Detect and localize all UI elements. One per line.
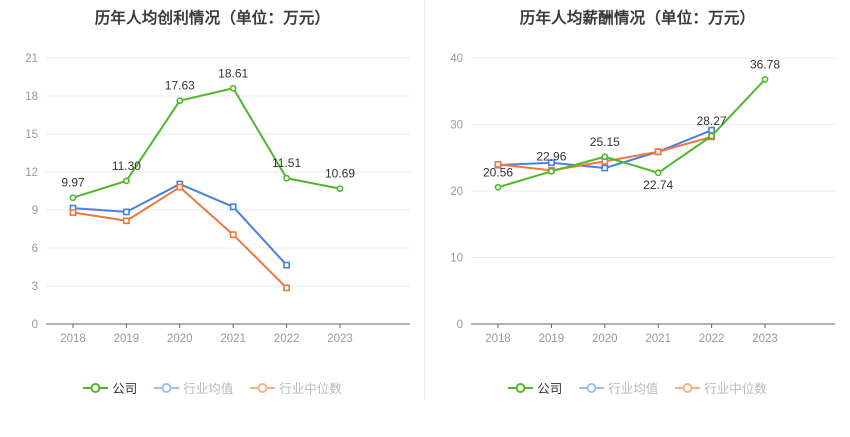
legend-line-marker-icon — [508, 382, 534, 393]
chart-plot-salary: 0 10 20 30 40 2018 2019 2020 2021 2022 2023 20.56 22… — [425, 0, 850, 370]
data-point — [69, 194, 77, 202]
legend-label-company-salary: 公司 — [537, 382, 563, 396]
data-value-label: 18.61 — [218, 66, 248, 80]
legend-line-marker-icon — [154, 382, 180, 393]
data-point — [229, 84, 237, 92]
data-point — [494, 161, 502, 168]
x-axis-tick-label: 2019 — [539, 333, 565, 345]
legend-item-industry-mean-salary[interactable]: 行业均值 — [579, 378, 658, 397]
y-axis-tick-label: 40 — [450, 53, 463, 65]
x-axis-tick-label: 2022 — [699, 333, 725, 345]
data-point — [601, 153, 609, 161]
data-value-label: 22.96 — [536, 149, 566, 163]
data-value-label: 11.30 — [112, 159, 141, 173]
data-value-label: 11.51 — [272, 156, 301, 170]
x-axis-tick-label: 2019 — [114, 333, 140, 345]
y-axis-tick-label: 9 — [32, 205, 38, 217]
data-point — [708, 132, 715, 140]
series-line-0 — [497, 78, 766, 189]
data-value-label: 36.78 — [750, 57, 780, 71]
data-point — [123, 217, 130, 225]
data-point — [548, 167, 555, 175]
series-line-0 — [72, 87, 341, 199]
data-point — [229, 203, 237, 211]
legend-item-industry-mean-profit[interactable]: 行业均值 — [154, 378, 233, 397]
legend-label-industry-mean-salary: 行业均值 — [608, 382, 659, 396]
data-value-label: 20.56 — [483, 165, 513, 179]
data-point — [123, 208, 130, 216]
line-chart-salary-svg: 0 10 20 30 40 2018 2019 2020 2021 2022 2023 20.56 22… — [450, 53, 835, 345]
legend-item-company-profit[interactable]: 公司 — [83, 378, 137, 397]
data-point — [336, 185, 344, 192]
data-point — [708, 126, 715, 134]
data-value-label: 22.74 — [643, 178, 673, 192]
y-axis-tick-label: 0 — [457, 319, 463, 331]
legend-label-company-profit: 公司 — [112, 382, 138, 396]
data-value-label: 17.63 — [165, 79, 195, 93]
y-axis-tick-label: 10 — [450, 253, 463, 265]
data-value-label: 25.15 — [590, 135, 620, 149]
legend-item-industry-median-profit[interactable]: 行业中位数 — [250, 378, 342, 397]
legend-line-marker-icon — [579, 382, 605, 393]
data-point — [283, 174, 290, 182]
x-axis-tick-label: 2018 — [60, 333, 86, 345]
x-axis-tick-label: 2023 — [752, 333, 778, 345]
data-value-label: 28.27 — [697, 114, 727, 128]
data-point — [494, 183, 502, 191]
y-axis-tick-label: 15 — [25, 129, 38, 141]
data-point — [123, 177, 130, 185]
chart-plot-profit: 0 3 6 9 12 15 18 21 2018 2019 2020 2021 2022 2023 9.97… — [0, 0, 425, 370]
series-line-1 — [72, 183, 288, 267]
data-value-label: 9.97 — [61, 176, 85, 190]
chart-legend-profit: 公司 行业均值 行业中位数 — [0, 378, 425, 397]
data-point — [761, 76, 769, 83]
x-axis-tick-label: 2018 — [485, 333, 511, 345]
legend-line-marker-icon — [675, 382, 701, 393]
x-axis-tick-label: 2020 — [167, 333, 193, 345]
data-value-label: 10.69 — [325, 167, 355, 181]
y-axis-tick-label: 21 — [25, 53, 38, 65]
data-point — [548, 159, 555, 167]
chart-panel-salary-per-capita: 历年人均薪酬情况（单位：万元） 0 10 20 30 40 2018 2019 2020 202… — [425, 0, 850, 437]
data-point — [176, 183, 184, 191]
panel-divider — [424, 0, 425, 400]
chart-title-salary: 历年人均薪酬情况（单位：万元） — [519, 10, 756, 27]
data-point — [654, 169, 662, 177]
legend-line-marker-icon — [250, 382, 276, 393]
legend-label-industry-median-salary: 行业中位数 — [704, 382, 767, 396]
y-axis-tick-label: 20 — [450, 186, 463, 198]
legend-line-marker-icon — [83, 382, 109, 393]
chart-legend-salary: 公司 行业均值 行业中位数 — [425, 378, 850, 397]
data-point — [229, 231, 237, 239]
data-point — [283, 261, 290, 269]
y-axis-tick-label: 3 — [32, 281, 38, 293]
chart-panel-profit-per-capita: 历年人均创利情况（单位：万元） 0 3 6 9 12 15 18 21 2018 2019 2020… — [0, 0, 425, 397]
x-axis-tick-label: 2021 — [645, 333, 671, 345]
y-axis-tick-label: 18 — [25, 91, 38, 103]
series-line-2 — [72, 186, 288, 289]
y-axis-tick-label: 0 — [32, 319, 38, 331]
chart-title-profit: 历年人均创利情况（单位：万元） — [94, 10, 331, 27]
x-axis-tick-label: 2020 — [592, 333, 618, 345]
y-axis-tick-label: 6 — [32, 243, 38, 255]
line-chart-profit-svg: 0 3 6 9 12 15 18 21 2018 2019 2020 2021 2022 2023 9.97… — [25, 53, 410, 345]
x-axis-tick-label: 2023 — [327, 333, 353, 345]
legend-item-company-salary[interactable]: 公司 — [508, 378, 562, 397]
legend-label-industry-median-profit: 行业中位数 — [279, 382, 342, 396]
data-point — [69, 209, 77, 216]
x-axis-tick-label: 2022 — [274, 333, 300, 345]
legend-item-industry-median-salary[interactable]: 行业中位数 — [675, 378, 767, 397]
data-point — [654, 148, 662, 156]
y-axis-tick-label: 30 — [450, 120, 463, 132]
y-axis-tick-label: 12 — [25, 167, 38, 179]
data-point — [176, 97, 184, 105]
x-axis-tick-label: 2021 — [220, 333, 246, 345]
data-point — [601, 164, 609, 172]
legend-label-industry-mean-profit: 行业均值 — [183, 382, 234, 396]
data-point — [283, 284, 290, 292]
